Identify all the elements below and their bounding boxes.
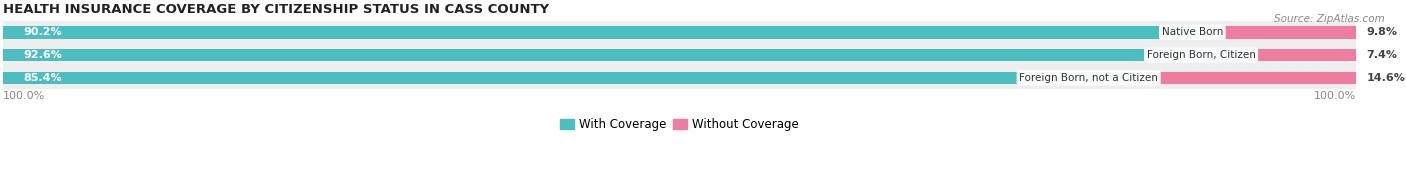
Text: 7.4%: 7.4% [1367, 50, 1398, 60]
Text: 14.6%: 14.6% [1367, 73, 1406, 83]
Bar [3, 66, 1355, 89]
Bar [3, 26, 1223, 39]
Text: 85.4%: 85.4% [22, 73, 62, 83]
Bar [1256, 49, 1355, 61]
Bar [3, 49, 1256, 61]
Text: Native Born: Native Born [1161, 27, 1223, 37]
Text: 100.0%: 100.0% [1313, 91, 1355, 101]
Bar [3, 21, 1355, 44]
Bar [3, 72, 1159, 84]
Text: 92.6%: 92.6% [22, 50, 62, 60]
Bar [3, 44, 1355, 66]
Text: HEALTH INSURANCE COVERAGE BY CITIZENSHIP STATUS IN CASS COUNTY: HEALTH INSURANCE COVERAGE BY CITIZENSHIP… [3, 3, 548, 16]
Text: Source: ZipAtlas.com: Source: ZipAtlas.com [1274, 14, 1385, 24]
Legend: With Coverage, Without Coverage: With Coverage, Without Coverage [555, 113, 803, 135]
Text: Foreign Born, not a Citizen: Foreign Born, not a Citizen [1019, 73, 1159, 83]
Bar [1159, 72, 1355, 84]
Bar [1223, 26, 1355, 39]
Text: Foreign Born, Citizen: Foreign Born, Citizen [1147, 50, 1256, 60]
Text: 9.8%: 9.8% [1367, 27, 1398, 37]
Text: 90.2%: 90.2% [22, 27, 62, 37]
Text: 100.0%: 100.0% [3, 91, 45, 101]
